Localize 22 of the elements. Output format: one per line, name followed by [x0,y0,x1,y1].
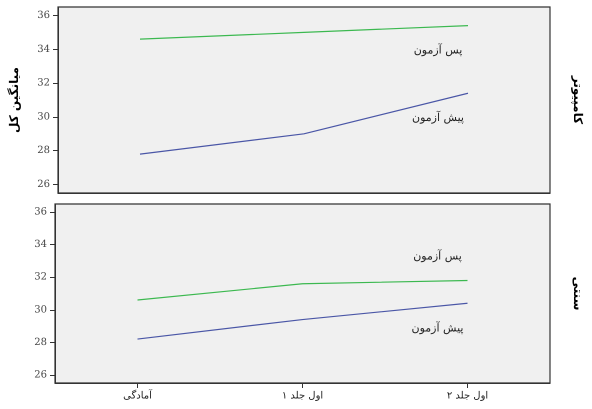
y-tick-label: 32 [37,78,50,89]
x-tick-label: اول جلد ۱ [282,390,324,402]
y2-axis-title: کامپیوتر [571,74,585,124]
y-tick-label: 34 [37,44,50,55]
y-tick-label: 30 [37,111,50,122]
y-tick-label: 26 [37,179,50,190]
series-label: پیش آزمون [412,110,464,124]
y-tick-label: 30 [34,304,47,316]
series-label: پس آزمون [413,248,462,262]
y-tick-label: 36 [37,10,50,21]
y-axis-title: میانگین کل [7,67,21,133]
y-tick-label: 32 [34,272,47,283]
series-label: پس آزمون [414,42,462,57]
series-label: پیش آزمون [412,320,464,334]
y-tick-label: 36 [34,206,47,218]
x-tick-label: اول جلد ۲ [446,390,488,402]
y-tick-label: 26 [34,369,47,380]
y-tick-label: 28 [37,145,50,156]
y2-axis-title: سنتی [571,276,585,310]
y-tick-label: 34 [34,239,47,250]
y-tick-label: 28 [34,336,47,348]
x-tick-label: آمادگی [123,388,154,402]
